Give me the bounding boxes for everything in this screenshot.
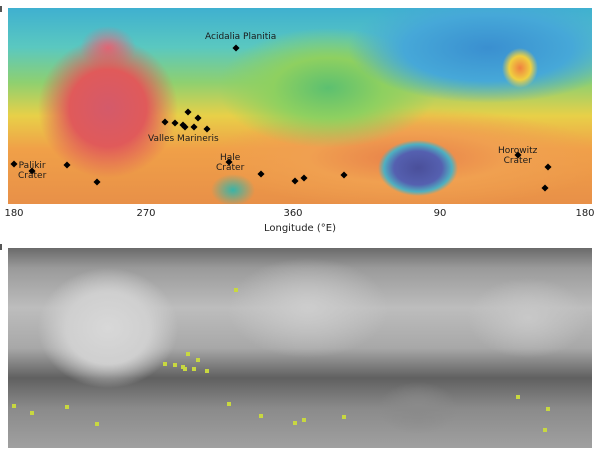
site-marker	[194, 114, 202, 122]
site-marker	[302, 418, 306, 422]
site-marker	[342, 415, 346, 419]
panel-marker-top	[0, 6, 2, 12]
label-valles-marineris: Valles Marineris	[148, 134, 219, 144]
site-marker	[186, 352, 190, 356]
site-marker	[184, 108, 192, 116]
site-marker	[205, 369, 209, 373]
site-marker	[10, 160, 18, 168]
site-marker	[190, 123, 198, 131]
site-marker	[514, 151, 522, 159]
site-marker	[171, 119, 179, 127]
site-marker	[65, 405, 69, 409]
site-marker	[173, 363, 177, 367]
site-marker	[93, 178, 101, 186]
site-marker	[161, 118, 169, 126]
site-marker	[181, 123, 189, 131]
site-marker	[95, 422, 99, 426]
site-marker	[12, 404, 16, 408]
site-marker	[192, 367, 196, 371]
site-marker	[30, 411, 34, 415]
site-marker	[196, 358, 200, 362]
label-horowitz-crater: Horowitz Crater	[498, 146, 538, 166]
site-marker	[203, 125, 211, 133]
site-marker	[516, 395, 520, 399]
tick-270: 270	[136, 208, 156, 219]
x-axis-label: Longitude (°E)	[263, 223, 337, 234]
site-marker	[232, 44, 240, 52]
site-marker	[225, 158, 233, 166]
site-marker	[544, 163, 552, 171]
label-acidalia-planitia: Acidalia Planitia	[205, 32, 277, 42]
tick-180-right: 180	[575, 208, 595, 219]
tick-360: 360	[283, 208, 303, 219]
site-marker	[227, 402, 231, 406]
grayscale-map	[8, 248, 592, 448]
site-marker	[541, 184, 549, 192]
site-marker	[234, 288, 238, 292]
site-marker	[546, 407, 550, 411]
site-marker	[291, 177, 299, 185]
site-marker	[257, 170, 265, 178]
site-marker	[340, 171, 348, 179]
site-marker	[300, 174, 308, 182]
label-hale-crater: Hale Crater	[216, 153, 245, 173]
site-marker	[63, 161, 71, 169]
top-map-markers	[10, 44, 552, 192]
tick-180-left: 180	[4, 208, 24, 219]
site-marker	[293, 421, 297, 425]
topographic-map: Acidalia Planitia Valles Marineris Hale …	[8, 8, 592, 204]
site-marker	[183, 367, 187, 371]
site-marker	[543, 428, 547, 432]
site-marker	[28, 167, 36, 175]
panel-marker-bottom	[0, 244, 2, 250]
bottom-map-markers	[12, 288, 550, 432]
tick-90: 90	[433, 208, 447, 219]
site-marker	[259, 414, 263, 418]
label-palikir-crater: Palikir Crater	[18, 161, 47, 181]
site-marker	[163, 362, 167, 366]
